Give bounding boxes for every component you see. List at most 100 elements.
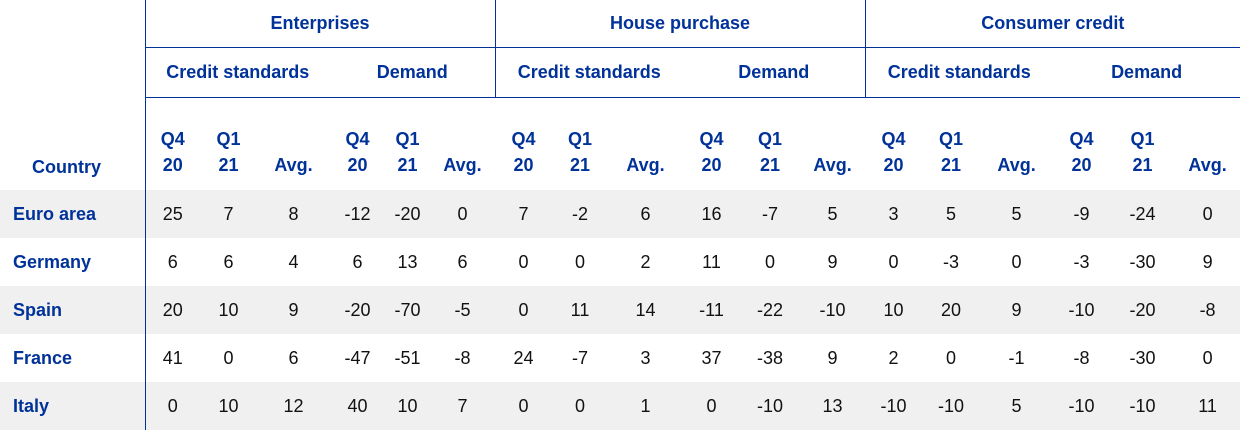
cell-value: -5 [430,286,496,334]
column-header: Avg. [608,98,683,191]
cell-value: -3 [943,251,960,272]
subgroup-header: Demand [683,47,866,98]
cell-value: 9 [827,347,838,368]
cell-value: 37 [701,347,722,368]
cell-value: 13 [800,382,866,430]
cell-value: -10 [1053,382,1111,430]
header-row: Enterprises House purchase Consumer credit [0,0,1240,48]
cell-value: 11 [1175,382,1240,430]
column-label: Q1 21 [216,129,241,175]
cell-value: -38 [757,347,784,368]
header-row: Country Q4 20 Q1 21 Avg. Q4 20 Q1 21 Avg. Q4 20… [0,97,1240,191]
cell-value: -10 [1110,382,1176,430]
cell-value: 5 [980,382,1054,430]
cell-value: -20 [1110,286,1176,334]
column-header: Q4 20 [865,98,922,191]
data-row: Italy 0 10 12 40 10 7 0 0 1 0 -10 13 -10 -10 5 -10 -10 11 [0,382,1240,430]
column-header: Avg. [430,98,495,191]
group-header: House purchase [494,0,866,48]
cell-value: 0 [1011,251,1022,272]
cell-value: 3 [640,347,651,368]
cell-value: -10 [800,286,866,334]
cell-value: -10 [1053,286,1111,334]
cell-value: -1 [1008,347,1025,368]
cell-value: 13 [397,251,418,272]
column-label: Q1 21 [1130,129,1155,175]
subgroup-header: Demand [330,47,496,98]
subgroup-header: Credit standards [864,47,1054,98]
cell-value: 6 [352,251,363,272]
data-row: Germany 6 6 4 6 13 6 0 0 2 11 0 9 0 -3 0 -3 -30 9 [0,238,1240,286]
country-name: Germany [13,251,92,272]
cell-value: -24 [1110,190,1176,238]
cell-value: 14 [608,286,684,334]
data-row: France 41 0 6 -47 -51 -8 24 -7 3 37 -38 9 2 0 -1 -8 -30 0 [0,334,1240,382]
country-name: Spain [0,286,145,334]
country-name: Italy [0,382,145,430]
column-header: Q4 20 [495,98,552,191]
column-label: Q1 21 [395,129,420,175]
cell-value: -10 [865,382,923,430]
cell-value: -2 [552,190,609,238]
cell-value: -30 [1129,251,1156,272]
cell-value: 20 [922,286,981,334]
cell-value: 7 [495,190,553,238]
column-label: Avg. [443,155,482,175]
column-header: Q4 20 [683,98,740,191]
cell-value: 0 [765,251,776,272]
data-row: Euro area 25 7 8 -12 -20 0 7 -2 6 16 -7 5 3 5 5 -9 -24 0 [0,190,1240,238]
column-label: Avg. [813,155,852,175]
cell-value: 9 [827,251,838,272]
cell-value: 7 [430,382,496,430]
column-header: Q4 20 [144,97,200,190]
column-label: Q4 20 [881,129,906,175]
cell-value: 6 [288,347,299,368]
cell-value: -47 [344,347,371,368]
cell-value: 0 [430,190,496,238]
column-label: Avg. [1188,155,1227,175]
cell-value: -9 [1053,190,1111,238]
cell-value: -7 [572,347,589,368]
cell-value: 0 [144,382,200,430]
country-header: Country [32,157,101,177]
cell-value: 10 [200,286,257,334]
cell-value: -7 [740,190,801,238]
cell-value: 11 [702,251,721,272]
cell-value: 5 [922,190,981,238]
corner [0,0,145,48]
cell-value: 9 [980,286,1054,334]
header-row: Credit standards Demand Credit standards De… [0,47,1240,98]
cell-value: 25 [144,190,200,238]
subgroup-header: Credit standards [144,47,330,98]
column-label: Q4 20 [511,129,536,175]
column-header: Q1 21 [922,98,980,191]
cell-value: 0 [946,347,957,368]
cell-value: -30 [1129,347,1156,368]
group-header: Consumer credit [864,0,1240,48]
cell-value: 0 [223,347,234,368]
column-label: Q4 20 [160,129,185,175]
country-name: France [13,347,73,368]
cell-value: -22 [740,286,801,334]
column-header: Q4 20 [330,98,385,191]
column-header: Avg. [257,98,330,191]
cell-value: 6 [608,190,684,238]
column-header: Avg. [1175,98,1240,191]
column-label: Q1 21 [939,129,964,175]
cell-value: 0 [683,382,741,430]
cell-value: 6 [144,238,200,286]
cell-value: -20 [385,190,430,238]
column-label: Q4 20 [1069,129,1094,175]
subgroup-header: Credit standards [494,47,684,98]
cell-value: 40 [330,382,385,430]
data-row: Spain 20 10 9 -20 -70 -5 0 11 14 -11 -22 -10 10 20 9 -10… [0,286,1240,334]
cell-value: -3 [1073,251,1090,272]
cell-value: 7 [200,190,257,238]
cell-value: 0 [575,251,586,272]
column-header: Q1 21 [200,98,257,191]
cell-value: 0 [552,382,609,430]
cell-value: 2 [640,251,651,272]
cell-value: -10 [740,382,801,430]
column-label: Q1 21 [758,129,783,175]
